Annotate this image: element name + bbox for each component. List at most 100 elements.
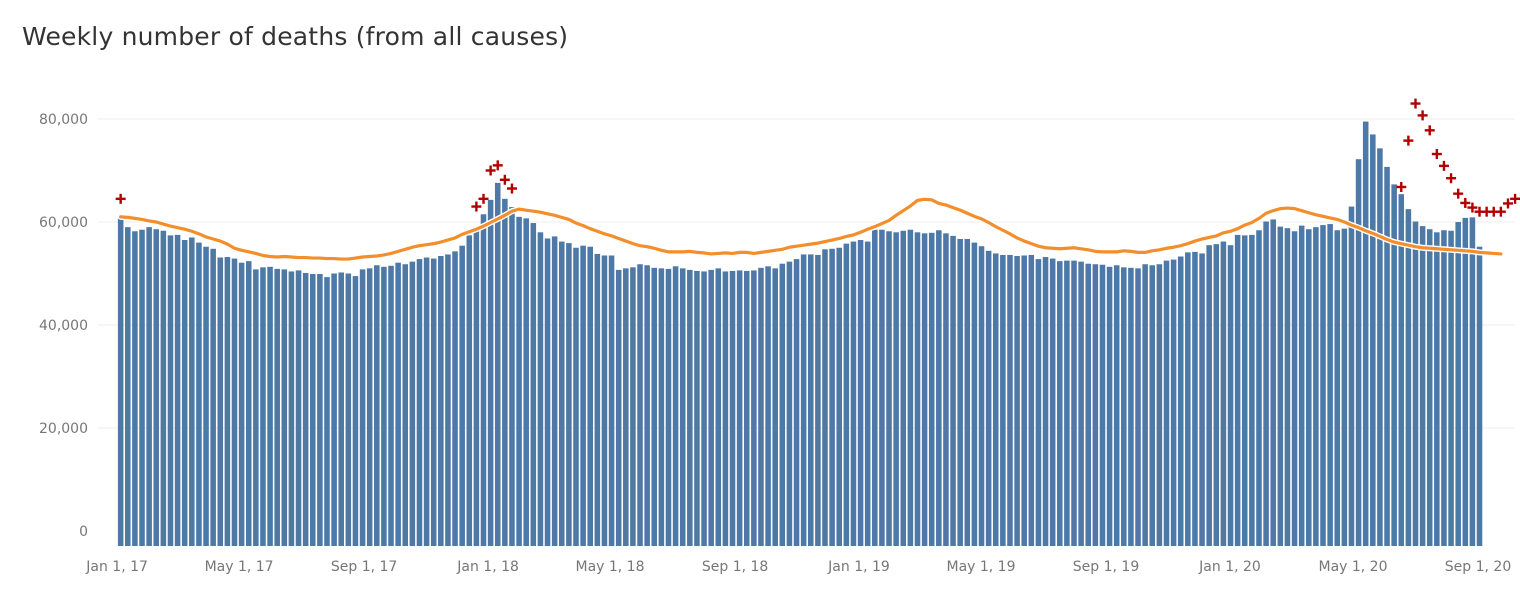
bar[interactable] — [1092, 264, 1099, 546]
bar[interactable] — [1341, 228, 1348, 546]
bar[interactable] — [872, 229, 878, 547]
bar[interactable] — [1234, 234, 1241, 547]
bar[interactable] — [1320, 225, 1326, 546]
bar[interactable] — [800, 254, 807, 546]
bar[interactable] — [843, 243, 850, 546]
bar[interactable] — [1348, 206, 1355, 547]
bar[interactable] — [1121, 267, 1127, 546]
bar[interactable] — [829, 248, 835, 546]
bar[interactable] — [331, 273, 337, 547]
bar[interactable] — [203, 246, 209, 546]
bar[interactable] — [1306, 229, 1312, 546]
bar[interactable] — [893, 232, 899, 547]
bar[interactable] — [160, 230, 167, 546]
bar[interactable] — [516, 216, 522, 546]
bar[interactable] — [1313, 227, 1319, 546]
markers[interactable] — [115, 98, 1520, 235]
bar[interactable] — [1156, 264, 1163, 546]
excess-marker[interactable] — [1495, 206, 1506, 217]
bar[interactable] — [1106, 266, 1113, 546]
bar[interactable] — [758, 267, 764, 546]
excess-marker[interactable] — [1424, 125, 1435, 136]
bar[interactable] — [295, 270, 302, 546]
bar[interactable] — [245, 261, 252, 546]
bar[interactable] — [423, 257, 430, 546]
bar[interactable] — [1355, 159, 1362, 547]
bar[interactable] — [936, 230, 942, 547]
bar[interactable] — [445, 254, 451, 546]
bar[interactable] — [1256, 230, 1262, 547]
bar[interactable] — [708, 269, 714, 546]
bar[interactable] — [644, 265, 650, 546]
bar[interactable] — [1199, 253, 1205, 547]
bar[interactable] — [181, 240, 188, 546]
bar[interactable] — [352, 276, 359, 546]
bar[interactable] — [1469, 217, 1476, 546]
bar[interactable] — [985, 250, 992, 546]
bar[interactable] — [1170, 259, 1177, 546]
bar[interactable] — [466, 235, 473, 546]
bar[interactable] — [210, 248, 216, 546]
bar[interactable] — [879, 229, 885, 547]
bar[interactable] — [971, 242, 978, 546]
bars[interactable] — [117, 121, 1483, 547]
bar[interactable] — [416, 259, 423, 546]
bar[interactable] — [1078, 261, 1084, 546]
bar[interactable] — [1263, 221, 1269, 547]
bar[interactable] — [480, 214, 487, 546]
bar[interactable] — [836, 247, 842, 546]
excess-marker[interactable] — [1410, 98, 1421, 109]
bar[interactable] — [765, 266, 771, 546]
bar[interactable] — [694, 270, 700, 546]
bar[interactable] — [537, 232, 544, 547]
bar[interactable] — [1441, 230, 1447, 547]
bar[interactable] — [637, 264, 643, 546]
bar[interactable] — [217, 257, 224, 546]
bar[interactable] — [374, 265, 380, 546]
bar[interactable] — [665, 268, 672, 546]
bar[interactable] — [551, 236, 558, 547]
excess-marker[interactable] — [1396, 181, 1407, 192]
bar[interactable] — [288, 271, 295, 546]
bar[interactable] — [1334, 230, 1341, 547]
bar[interactable] — [139, 229, 145, 547]
excess-marker[interactable] — [478, 193, 489, 204]
excess-marker[interactable] — [485, 165, 496, 176]
excess-marker[interactable] — [499, 174, 510, 185]
excess-marker[interactable] — [115, 193, 126, 204]
bar[interactable] — [231, 258, 238, 546]
bar[interactable] — [260, 267, 266, 546]
bar[interactable] — [1455, 222, 1461, 546]
bar[interactable] — [309, 274, 316, 546]
excess-marker[interactable] — [1431, 149, 1442, 160]
bar[interactable] — [587, 246, 593, 546]
bar[interactable] — [174, 234, 181, 547]
bar[interactable] — [267, 266, 273, 546]
bar[interactable] — [1185, 252, 1191, 546]
bar[interactable] — [615, 269, 622, 546]
bar[interactable] — [1434, 232, 1440, 547]
bar[interactable] — [558, 241, 565, 546]
bar[interactable] — [338, 272, 344, 546]
bar[interactable] — [1099, 264, 1106, 546]
bar[interactable] — [523, 218, 529, 546]
bar[interactable] — [850, 241, 857, 546]
bar[interactable] — [117, 216, 124, 546]
bar[interactable] — [132, 231, 138, 546]
bar[interactable] — [1362, 121, 1369, 546]
bar[interactable] — [722, 271, 729, 546]
bar[interactable] — [679, 268, 686, 546]
bar[interactable] — [1014, 255, 1020, 547]
bar[interactable] — [701, 271, 707, 546]
bar[interactable] — [864, 241, 871, 546]
bar[interactable] — [1419, 226, 1426, 546]
bar[interactable] — [914, 232, 921, 547]
bar[interactable] — [345, 273, 352, 547]
bar[interactable] — [317, 274, 323, 546]
bar[interactable] — [573, 247, 579, 546]
excess-marker[interactable] — [1417, 110, 1428, 121]
bar[interactable] — [751, 270, 757, 546]
bar[interactable] — [1405, 209, 1412, 547]
bar[interactable] — [530, 223, 537, 546]
bar[interactable] — [1192, 251, 1198, 546]
